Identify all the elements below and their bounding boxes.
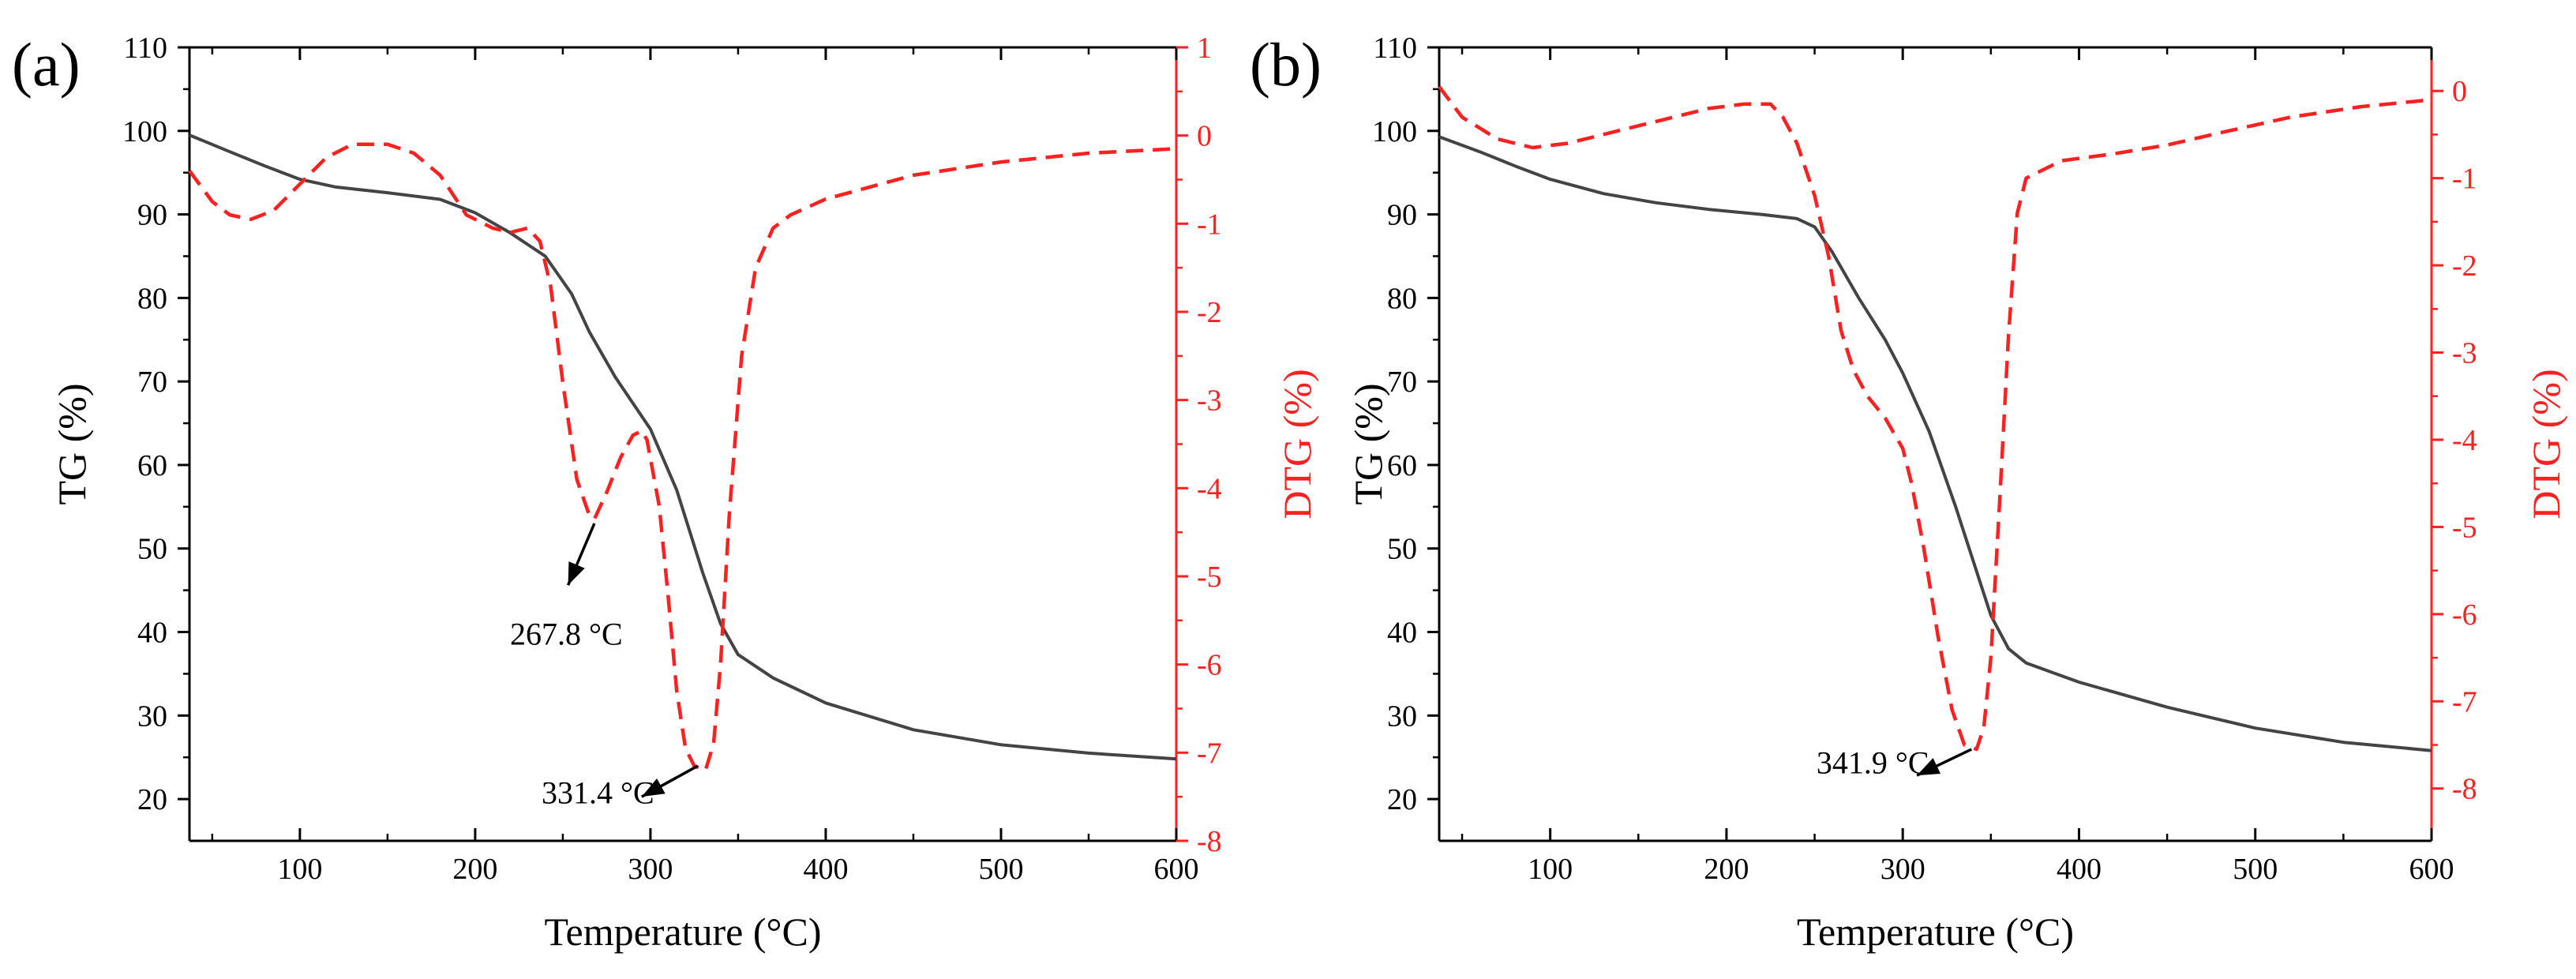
annotation-arrow-head	[641, 778, 666, 797]
y-left-tick-label: 50	[1387, 533, 1417, 566]
x-tick-label: 500	[978, 853, 1023, 886]
chart-panel-a: 100 200 300 400 500 600 20 30 40 50 60 70 80 90 100 110…	[12, 30, 1319, 954]
y-right-tick-label: -1	[2452, 163, 2477, 196]
x-tick-label: 400	[803, 853, 848, 886]
x-tick-label: 500	[2233, 853, 2278, 886]
y-right-tick-label: -4	[2452, 424, 2477, 457]
x-tick-label: 400	[2057, 853, 2102, 886]
annotation-arrow-head	[568, 561, 585, 586]
y-right-tick-label: -5	[1197, 561, 1222, 594]
y-right-tick-label: 0	[2452, 75, 2467, 108]
y-left-tick-label: 40	[1387, 617, 1417, 650]
y-left-tick-label: 110	[1373, 32, 1417, 65]
x-tick-label: 300	[628, 853, 673, 886]
y-right-tick-label: 0	[1197, 120, 1212, 153]
y-left-tick-label: 30	[137, 700, 167, 733]
x-tick-label: 200	[452, 853, 497, 886]
y-left-tick-label: 100	[1372, 115, 1417, 148]
series-tg-line	[1438, 135, 2432, 752]
y-left-tick-label: 40	[137, 617, 167, 650]
y-left-tick-label: 90	[1387, 199, 1417, 232]
y-left-tick-label: 100	[122, 115, 167, 148]
x-tick-label: 600	[2409, 853, 2454, 886]
x-tick-label: 300	[1880, 853, 1925, 886]
y-right-tick-label: -8	[2452, 773, 2477, 806]
chart-panel-b: 100 200 300 400 500 600 20 30 40 50 60 70 80 90 100 110…	[1250, 30, 2568, 954]
y-left-tick-label: 110	[123, 32, 167, 65]
y-axis-title-right: DTG (%)	[1275, 369, 1319, 519]
y-axis-title-left: TG (%)	[1346, 383, 1390, 505]
y-left-tick-label: 60	[137, 449, 167, 482]
series-tg-line	[189, 133, 1177, 761]
annotation-label: 341.9 °C	[1817, 745, 1929, 781]
y-right-tick-label: -1	[1197, 208, 1222, 241]
series-dtg-line	[188, 142, 1177, 772]
y-right-tick-label: -6	[1197, 649, 1222, 682]
y-right-tick-label: -2	[1197, 296, 1222, 329]
x-tick-label: 100	[1528, 853, 1573, 886]
y-right-tick-label: -6	[2452, 598, 2477, 632]
x-axis-title: Temperature (°C)	[1797, 910, 2074, 954]
y-left-tick-label: 90	[137, 199, 167, 232]
y-left-tick-label: 50	[137, 533, 167, 566]
panel-label: (b)	[1250, 30, 1322, 99]
series-dtg-line	[1438, 85, 2432, 752]
y-axis-title-left: TG (%)	[50, 383, 94, 505]
y-right-tick-label: -3	[1197, 384, 1222, 418]
y-left-tick-label: 30	[1387, 700, 1417, 733]
y-left-tick-label: 20	[137, 783, 167, 816]
annotation-label: 267.8 °C	[510, 617, 623, 652]
y-right-tick-label: 1	[1197, 32, 1212, 65]
y-left-tick-label: 60	[1387, 449, 1417, 482]
y-axis-title-right: DTG (%)	[2524, 369, 2568, 519]
x-tick-label: 600	[1154, 853, 1199, 886]
y-right-tick-label: -5	[2452, 511, 2477, 544]
y-right-tick-label: -8	[1197, 825, 1222, 858]
x-tick-label: 200	[1704, 853, 1749, 886]
annotation-label: 331.4 °C	[542, 775, 654, 811]
y-right-tick-label: -7	[1197, 737, 1222, 770]
y-left-tick-label: 20	[1387, 783, 1417, 816]
y-right-tick-label: -4	[1197, 472, 1222, 505]
x-tick-label: 100	[277, 853, 322, 886]
y-left-tick-label: 70	[137, 366, 167, 399]
y-left-tick-label: 70	[1387, 366, 1417, 399]
y-right-tick-label: -3	[2452, 337, 2477, 370]
y-right-tick-label: -2	[2452, 249, 2477, 283]
y-right-tick-label: -7	[2452, 685, 2477, 718]
y-left-tick-label: 80	[137, 282, 167, 315]
x-axis-title: Temperature (°C)	[544, 910, 821, 954]
y-left-tick-label: 80	[1387, 282, 1417, 315]
annotation-arrow-head	[1917, 758, 1941, 776]
panel-label: (a)	[12, 30, 81, 99]
